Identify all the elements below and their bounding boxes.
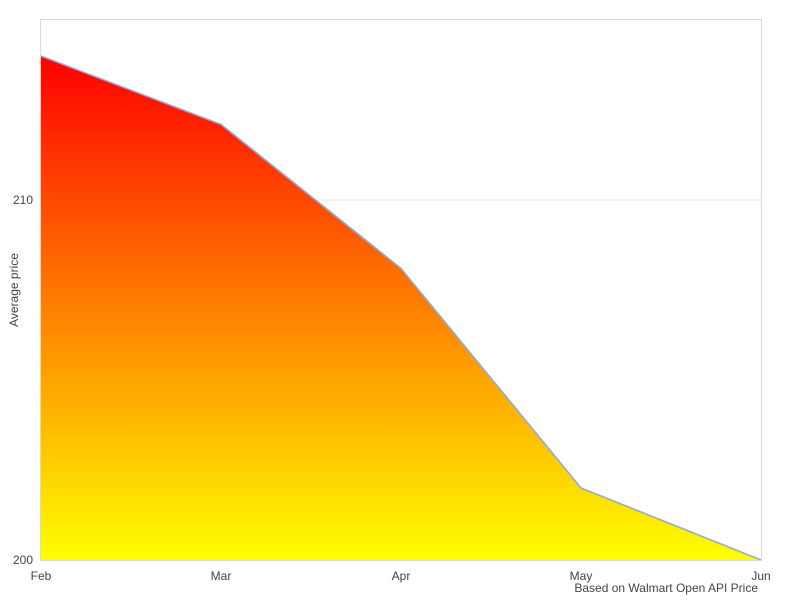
x-tick-label-may: May — [569, 569, 593, 583]
x-tick-label-mar: Mar — [210, 569, 232, 583]
x-tick-label-feb: Feb — [30, 569, 52, 583]
plot-border — [40, 19, 762, 561]
x-tick-label-jun: Jun — [751, 569, 771, 583]
y-tick-label-210: 210 — [12, 193, 33, 207]
area-fill — [41, 56, 761, 560]
y-tick-label-200: 200 — [12, 553, 33, 567]
y-axis-title: Average price — [7, 253, 21, 327]
chart-caption: Based on Walmart Open API Price — [574, 581, 758, 595]
x-tick-label-apr: Apr — [391, 569, 411, 583]
price-line — [40, 55, 762, 561]
